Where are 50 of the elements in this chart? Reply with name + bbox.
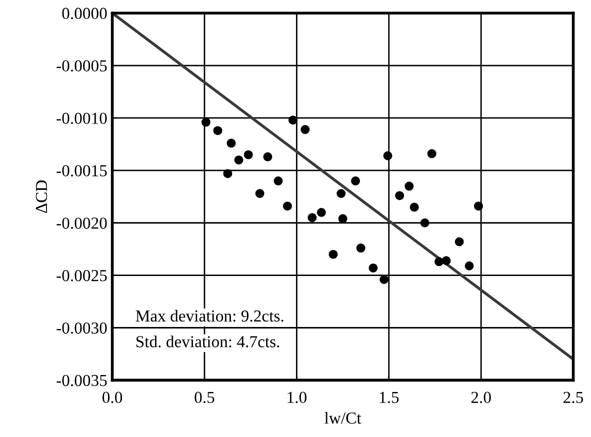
point [300,125,310,134]
point [442,256,451,266]
point [308,213,317,222]
x-tick-label: 1.0 [288,392,306,404]
point [201,118,210,127]
point [356,244,366,253]
x-tick-label: 1.5 [380,392,399,404]
point [213,126,222,136]
point [328,250,338,259]
point [454,237,464,246]
point [336,189,346,198]
y-tick-label: -0.0005 [56,60,107,72]
point [464,261,474,270]
point [380,275,389,284]
point [427,149,436,158]
point [351,176,360,186]
point [263,152,272,162]
point [404,182,414,191]
y-tick-label: -0.0020 [56,218,107,229]
x-tick-label: 0.5 [194,392,214,404]
point [274,176,283,186]
y-axis-title: ΔCD [36,180,48,213]
point [383,151,392,160]
point [338,214,348,224]
annotation: Std. deviation: 4.7cts. [136,336,280,348]
point [316,208,326,217]
y-tick-label: 0.0000 [62,8,107,20]
y-tick-label: -0.0010 [56,112,107,124]
point [223,169,232,178]
point [226,138,236,148]
point [395,191,404,200]
x-tick-label: 0.0 [102,392,122,404]
point [288,116,298,125]
point [420,218,430,228]
point [410,202,419,212]
point [244,150,253,160]
point [282,202,292,211]
point [434,257,444,266]
y-tick-label: -0.0015 [56,165,107,176]
point [474,202,483,211]
annotation: Max deviation: 9.2cts. [136,310,284,322]
point [368,263,378,272]
y-tick-label: -0.0025 [56,270,107,282]
x-tick-label: 2.5 [564,392,584,404]
y-tick-label: -0.0035 [56,374,107,386]
point [255,189,264,198]
x-tick-label: 2.0 [471,392,491,404]
point [234,155,244,164]
x-axis-title: lw/Ct [324,412,362,424]
y-tick-label: -0.0030 [56,322,107,334]
